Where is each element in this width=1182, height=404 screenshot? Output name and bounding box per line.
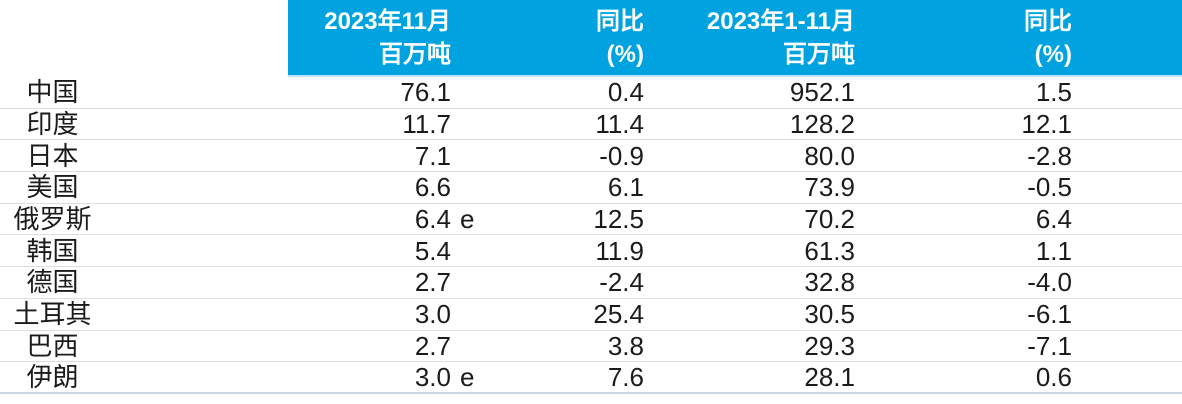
nov-estimate-marker: e	[460, 362, 475, 393]
ytd-yoy-value: -4.0	[1027, 267, 1072, 298]
nov-estimate-marker: e	[460, 204, 475, 235]
country-name: 日本	[26, 140, 79, 171]
ytd-production-value: 952.1	[789, 77, 855, 108]
nov-yoy-value: 0.4	[607, 77, 644, 108]
column-header-ytd-yoy: 同比 (%)	[885, 0, 1072, 77]
ytd-production-value: 80.0	[804, 140, 855, 171]
column-header-nov-yoy: 同比 (%)	[481, 0, 644, 77]
table-row: 伊朗 3.0 e 7.6 28.1 0.6	[0, 362, 1182, 394]
nov-production-value: 11.7	[402, 109, 451, 140]
country-name: 德国	[26, 267, 79, 298]
table-row: 巴西 2.7 3.8 29.3 -7.1	[0, 331, 1182, 363]
ytd-yoy-value: 0.6	[1035, 362, 1072, 393]
ytd-production-value: 128.2	[789, 109, 855, 140]
nov-production-value: 6.6	[414, 172, 451, 203]
table-header: 2023年11月 百万吨 同比 (%) 2023年1-11月 百万吨 同比 (%…	[0, 0, 1182, 77]
nov-yoy-value: 11.4	[595, 109, 644, 140]
column-header-ytd-yoy-line1: 同比	[1024, 8, 1072, 35]
nov-yoy-value: 7.6	[607, 362, 644, 393]
column-header-nov-yoy-line1: 同比	[596, 8, 644, 35]
column-header-nov-line1: 2023年11月	[324, 8, 451, 35]
ytd-production-value: 32.8	[804, 267, 855, 298]
ytd-yoy-value: -0.5	[1027, 172, 1072, 203]
nov-production-value: 7.1	[414, 140, 451, 171]
ytd-production-value: 70.2	[804, 204, 855, 235]
nov-production-value: 76.1	[400, 77, 451, 108]
ytd-production-value: 29.3	[804, 330, 855, 361]
nov-production-value: 2.7	[414, 330, 451, 361]
nov-yoy-value: 25.4	[593, 299, 644, 330]
ytd-yoy-value: -7.1	[1027, 330, 1072, 361]
ytd-production-value: 30.5	[804, 299, 855, 330]
nov-yoy-value: 6.1	[607, 172, 644, 203]
nov-yoy-value: -0.9	[599, 140, 644, 171]
nov-production-value: 6.4	[414, 204, 451, 235]
column-header-ytd-line2: 百万吨	[783, 41, 855, 68]
column-header-ytd-yoy-line2: (%)	[1034, 41, 1072, 68]
column-header-ytd: 2023年1-11月 百万吨	[674, 0, 855, 77]
ytd-yoy-value: 12.1	[1021, 109, 1072, 140]
country-name: 土耳其	[13, 299, 92, 330]
steel-production-table: 2023年11月 百万吨 同比 (%) 2023年1-11月 百万吨 同比 (%…	[0, 0, 1182, 394]
table-row: 韩国 5.4 11.9 61.3 1.1	[0, 235, 1182, 268]
header-cells: 2023年11月 百万吨 同比 (%) 2023年1-11月 百万吨 同比 (%…	[0, 0, 1182, 77]
country-name: 俄罗斯	[13, 204, 92, 235]
nov-production-value: 2.7	[414, 267, 451, 298]
column-header-ytd-line1: 2023年1-11月	[706, 8, 855, 35]
ytd-yoy-value: -6.1	[1027, 299, 1072, 330]
table-row: 土耳其 3.0 25.4 30.5 -6.1	[0, 299, 1182, 331]
table-row: 俄罗斯 6.4 e 12.5 70.2 6.4	[0, 204, 1182, 236]
table-row: 美国 6.6 6.1 73.9 -0.5	[0, 172, 1182, 204]
column-header-nov: 2023年11月 百万吨	[105, 0, 451, 77]
ytd-production-value: 61.3	[804, 235, 855, 266]
nov-production-value: 5.4	[414, 235, 451, 266]
table-row: 印度 11.7 11.4 128.2 12.1	[0, 109, 1182, 141]
nov-yoy-value: 12.5	[593, 204, 644, 235]
ytd-yoy-value: 6.4	[1035, 204, 1072, 235]
ytd-production-value: 73.9	[804, 172, 855, 203]
nov-production-value: 3.0	[414, 299, 451, 330]
country-name: 伊朗	[26, 362, 79, 393]
nov-yoy-value: 3.8	[607, 330, 644, 361]
table-row: 日本 7.1 -0.9 80.0 -2.8	[0, 140, 1182, 173]
country-name: 中国	[26, 77, 79, 108]
country-name: 印度	[26, 109, 79, 140]
header-background	[288, 0, 1182, 77]
ytd-yoy-value: 1.1	[1035, 235, 1072, 266]
nov-yoy-value: 11.9	[595, 235, 644, 266]
ytd-production-value: 28.1	[804, 362, 855, 393]
nov-production-value: 3.0	[414, 362, 451, 393]
column-header-nov-line2: 百万吨	[379, 41, 451, 68]
country-name: 巴西	[26, 330, 79, 361]
ytd-yoy-value: -2.8	[1027, 140, 1072, 171]
table-row: 中国 76.1 0.4 952.1 1.5	[0, 77, 1182, 109]
nov-yoy-value: -2.4	[599, 267, 644, 298]
country-name: 美国	[26, 172, 79, 203]
ytd-yoy-value: 1.5	[1035, 77, 1072, 108]
table-body: 中国 76.1 0.4 952.1 1.5 印度 11.7 11.4 128.2…	[0, 77, 1182, 394]
country-name: 韩国	[26, 235, 79, 266]
table-row: 德国 2.7 -2.4 32.8 -4.0	[0, 267, 1182, 299]
column-header-nov-yoy-line2: (%)	[606, 41, 644, 68]
